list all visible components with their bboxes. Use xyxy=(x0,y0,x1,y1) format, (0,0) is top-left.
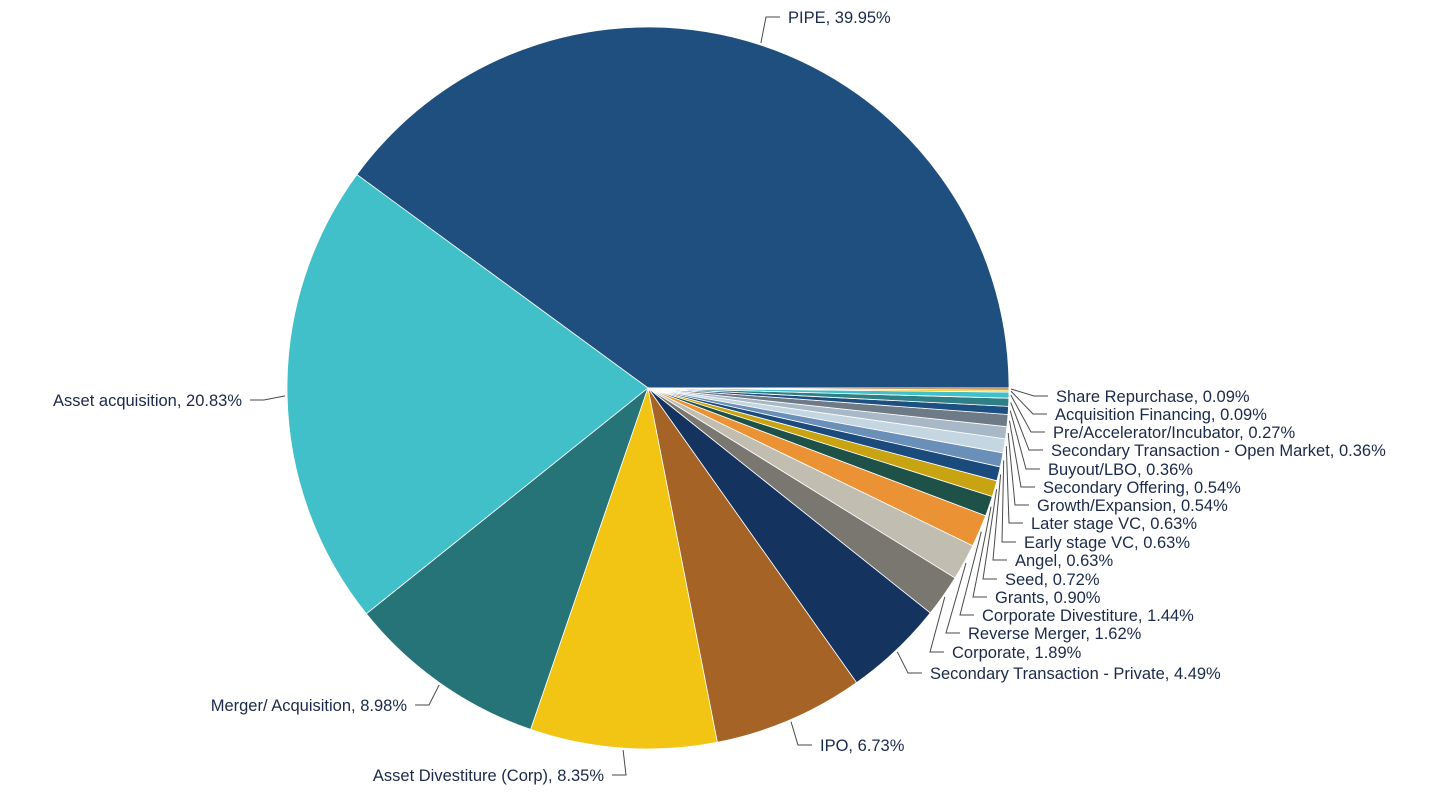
pie-slice-share-repurchase xyxy=(647,387,1010,391)
leader-line xyxy=(1009,410,1040,470)
slice-label: Asset Divestiture (Corp), 8.35% xyxy=(373,767,604,785)
slice-label: Buyout/LBO, 0.36% xyxy=(1048,461,1193,479)
leader-line xyxy=(896,651,922,674)
leader-line xyxy=(1005,446,1023,524)
leader-line xyxy=(1010,388,1048,397)
slice-label: Merger/ Acquisition, 8.98% xyxy=(211,697,408,715)
slice-label: Seed, 0.72% xyxy=(1005,571,1100,589)
leader-line xyxy=(415,684,440,706)
slice-label: Secondary Transaction - Open Market, 0.3… xyxy=(1051,442,1386,460)
pie-slice-ipo xyxy=(647,387,858,743)
leader-line xyxy=(929,596,946,653)
leader-line xyxy=(1007,432,1029,506)
leader-line xyxy=(1010,390,1047,415)
leader-line xyxy=(1010,394,1045,433)
pie-slices xyxy=(286,26,1010,750)
pie-slice-asset-acquisition xyxy=(286,174,649,615)
slice-label: Corporate, 1.89% xyxy=(952,644,1082,662)
slice-label: Early stage VC, 0.63% xyxy=(1024,534,1190,552)
leader-lines xyxy=(250,16,1048,776)
leader-line xyxy=(612,750,627,776)
slice-labels: PIPE, 39.95% Asset acquisition, 20.83% Mer… xyxy=(53,9,1386,785)
leader-line xyxy=(1001,460,1016,543)
pie-slice-merger-acquisition xyxy=(365,386,649,730)
slice-label: Pre/Accelerator/Incubator, 0.27% xyxy=(1053,424,1295,442)
slice-label: Acquisition Financing, 0.09% xyxy=(1055,406,1267,424)
slice-label: Secondary Offering, 0.54% xyxy=(1043,479,1241,497)
leader-line xyxy=(972,506,992,598)
slice-label: PIPE, 39.95% xyxy=(788,9,891,27)
pie-slice-pipe xyxy=(356,26,1010,389)
slice-label: Growth/Expansion, 0.54% xyxy=(1037,497,1228,515)
slice-label: Asset acquisition, 20.83% xyxy=(53,392,242,410)
pie-slice-asset-divestiture-corp xyxy=(530,386,718,750)
slice-label: Grants, 0.90% xyxy=(995,589,1101,607)
slice-label: Secondary Transaction - Private, 4.49% xyxy=(930,665,1221,683)
leader-line xyxy=(760,16,780,44)
leader-line xyxy=(982,489,998,580)
slice-label: Reverse Merger, 1.62% xyxy=(968,625,1142,643)
leader-line xyxy=(992,474,1007,561)
leader-line xyxy=(959,531,982,616)
slice-label: Share Repurchase, 0.09% xyxy=(1056,388,1250,406)
leader-line xyxy=(1009,420,1035,488)
leader-line xyxy=(1010,402,1043,451)
slice-label: Corporate Divestiture, 1.44% xyxy=(982,607,1194,625)
leader-line xyxy=(250,395,286,401)
leader-line xyxy=(790,721,812,746)
leader-line xyxy=(945,562,967,634)
slice-label: Later stage VC, 0.63% xyxy=(1031,515,1197,533)
slice-label: Angel, 0.63% xyxy=(1015,552,1113,570)
slice-label: IPO, 6.73% xyxy=(820,737,905,755)
